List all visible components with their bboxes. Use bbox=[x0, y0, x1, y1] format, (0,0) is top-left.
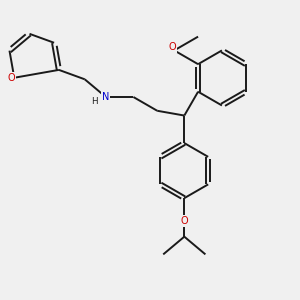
Text: O: O bbox=[169, 43, 177, 52]
Text: H: H bbox=[91, 97, 98, 106]
Text: O: O bbox=[8, 73, 15, 83]
Text: N: N bbox=[102, 92, 110, 102]
Text: O: O bbox=[181, 216, 188, 226]
